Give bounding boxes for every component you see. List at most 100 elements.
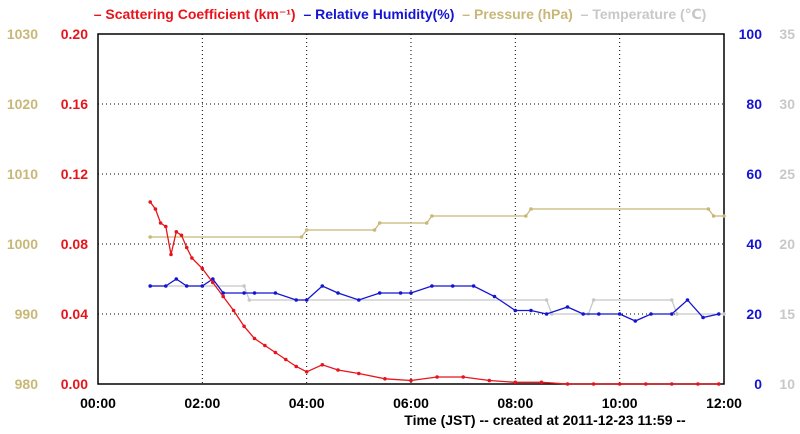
relative-humidity-point — [430, 284, 434, 288]
series-layer — [148, 200, 726, 386]
relative-humidity-point — [221, 291, 225, 295]
relative-humidity-point — [164, 284, 168, 288]
relative-humidity-point — [200, 284, 205, 288]
legend-scattering: – Scattering Coefficient (km⁻¹) — [93, 6, 296, 22]
temperature-point — [242, 284, 246, 288]
scattering-coefficient-point — [696, 382, 700, 386]
scattering-tick-label: 0.04 — [61, 306, 88, 322]
relative-humidity-point — [377, 291, 382, 295]
relative-humidity-point — [597, 312, 601, 316]
pressure-point — [304, 228, 309, 232]
temperature-tick-label: 15 — [779, 306, 795, 322]
pressure-point — [706, 207, 711, 211]
relative-humidity-point — [398, 291, 403, 295]
relative-humidity-point — [544, 312, 549, 316]
humidity-tick-label: 40 — [746, 236, 762, 252]
scattering-coefficient-point — [617, 382, 622, 386]
x-tick-label: 12:00 — [706, 395, 742, 411]
scattering-coefficient-point — [320, 363, 325, 367]
tick-label-layer: 00:00 02:00 04:00 06:00 08:00 10:00 12:00 980 99… — [7, 26, 795, 411]
pressure-tick-label: 990 — [15, 306, 39, 322]
scattering-coefficient-point — [383, 377, 387, 381]
scattering-coefficient-point — [200, 266, 205, 271]
scattering-coefficient-point — [169, 252, 173, 257]
scattering-coefficient-point — [513, 380, 518, 385]
pressure-point — [524, 214, 528, 218]
relative-humidity-point — [409, 291, 413, 295]
scattering-coefficient-point — [644, 382, 648, 386]
pressure-tick-label: 1020 — [7, 96, 38, 112]
relative-humidity-point — [649, 312, 653, 316]
temperature-tick-label: 25 — [779, 166, 795, 182]
temperature-tick-label: 30 — [779, 96, 795, 112]
chart-legend: – Scattering Coefficient (km⁻¹) – Relati… — [0, 6, 800, 23]
temperature-point — [247, 298, 252, 302]
relative-humidity-point — [273, 291, 278, 295]
pressure-point — [377, 221, 382, 225]
legend-pressure: – Pressure (hPa) — [462, 6, 573, 22]
temperature-point — [722, 312, 726, 316]
relative-humidity-point — [211, 277, 215, 281]
scattering-coefficient-point — [158, 221, 163, 225]
pressure-point — [711, 214, 716, 218]
relative-humidity-point — [633, 319, 638, 323]
x-tick-label: 04:00 — [289, 395, 325, 411]
scattering-coefficient-point — [294, 364, 299, 369]
scattering-tick-label: 0.08 — [61, 236, 88, 252]
relative-humidity-point — [320, 284, 325, 288]
relative-humidity-point — [529, 308, 533, 313]
pressure-tick-label: 1000 — [7, 236, 38, 252]
scattering-coefficient-point — [357, 371, 361, 376]
scattering-coefficient-point — [435, 375, 439, 379]
relative-humidity-point — [670, 312, 674, 316]
relative-humidity-point — [184, 284, 189, 288]
pressure-point — [372, 228, 377, 232]
relative-humidity-point — [565, 305, 570, 309]
pressure-line — [150, 208, 724, 238]
scattering-coefficient-point — [184, 245, 189, 250]
temperature-tick-label: 10 — [779, 376, 795, 392]
humidity-tick-label: 100 — [739, 26, 763, 42]
legend-humidity: – Relative Humidity(%) — [303, 6, 455, 22]
scattering-coefficient-point — [179, 233, 184, 238]
pressure-point — [722, 214, 726, 218]
plot-frame — [97, 33, 725, 385]
humidity-tick-label: 60 — [746, 166, 762, 182]
scattering-tick-label: 0.00 — [61, 376, 88, 392]
pressure-point — [430, 214, 434, 218]
pressure-point — [424, 221, 429, 225]
scattering-coefficient-point — [539, 380, 544, 385]
pressure-point — [299, 235, 304, 239]
relative-humidity-point — [174, 277, 179, 281]
scattering-coefficient-point — [717, 382, 721, 386]
scattering-tick-label: 0.12 — [61, 166, 88, 182]
scattering-coefficient-point — [670, 382, 674, 386]
relative-humidity-point — [701, 315, 705, 320]
pressure-tick-label: 980 — [15, 376, 39, 392]
humidity-tick-label: 20 — [746, 306, 762, 322]
humidity-tick-label: 0 — [754, 376, 762, 392]
relative-humidity-point — [581, 312, 585, 316]
scattering-coefficient-point — [252, 336, 257, 341]
legend-temperature: – Temperature (℃) — [580, 6, 707, 22]
scattering-coefficient-point — [304, 370, 309, 374]
scattering-coefficient-point — [487, 378, 492, 383]
x-tick-label: 06:00 — [393, 395, 429, 411]
relative-humidity-point — [471, 284, 476, 288]
x-tick-label: 10:00 — [602, 395, 638, 411]
scattering-coefficient-point — [565, 382, 570, 386]
pressure-tick-label: 1010 — [7, 166, 38, 182]
scattering-coefficient-point — [174, 230, 179, 234]
scattering-coefficient-point — [591, 382, 596, 386]
relative-humidity-point — [294, 298, 299, 302]
relative-humidity-point — [513, 308, 518, 313]
x-axis-label: Time (JST) -- created at 2011-12-23 11:5… — [404, 412, 686, 428]
scattering-tick-label: 0.20 — [61, 26, 88, 42]
relative-humidity-point — [617, 312, 622, 316]
temperature-tick-label: 20 — [779, 236, 795, 252]
relative-humidity-point — [357, 298, 361, 302]
scattering-coefficient-point — [221, 294, 225, 299]
pressure-point — [529, 207, 533, 211]
relative-humidity-point — [336, 291, 340, 295]
